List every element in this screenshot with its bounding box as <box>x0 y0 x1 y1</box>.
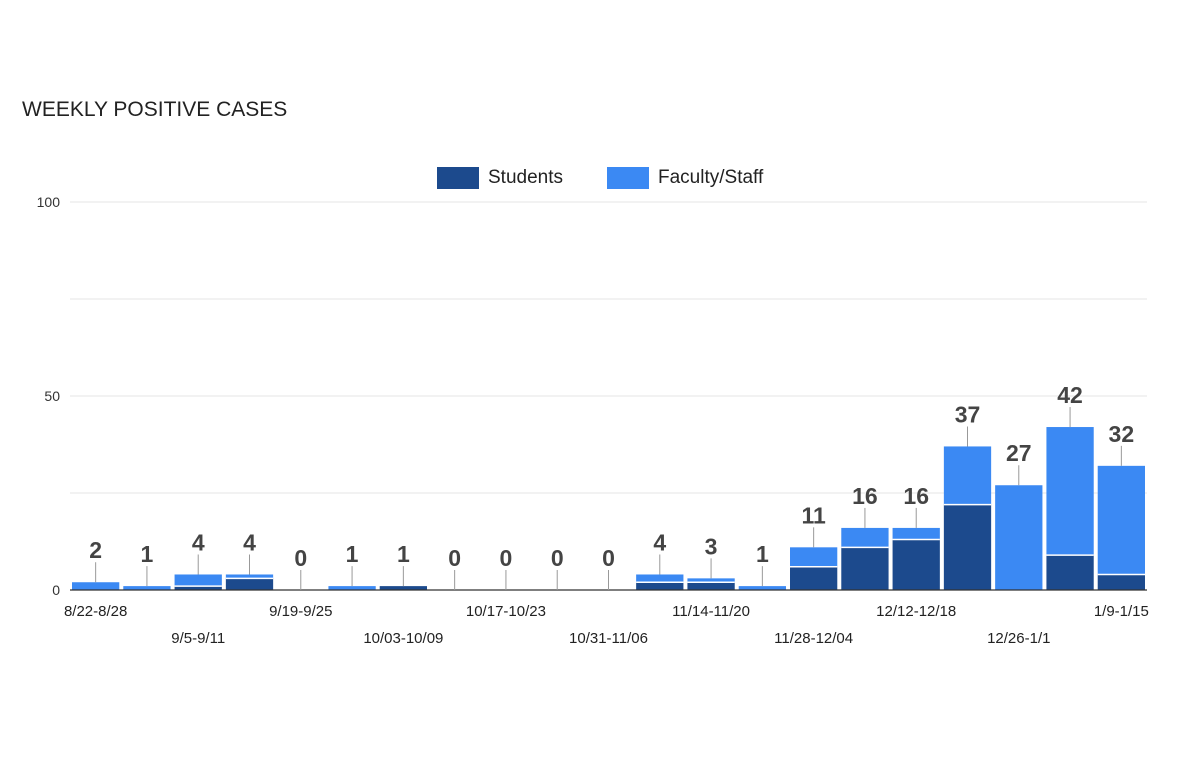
bar-faculty-staff <box>790 547 838 567</box>
x-tick-label: 11/28-12/04 <box>774 630 853 647</box>
x-tick-label: 10/03-10/09 <box>363 630 443 647</box>
data-label: 16 <box>903 483 929 509</box>
legend-swatch-students <box>437 167 479 189</box>
x-tick-label: 9/19-9/25 <box>269 603 332 620</box>
bar-students <box>1097 574 1145 590</box>
bar-faculty-staff <box>995 485 1043 590</box>
legend-item-students[interactable]: Students <box>437 167 563 189</box>
legend-swatch-faculty-staff <box>607 167 649 189</box>
x-tick-label: 10/31-11/06 <box>569 630 648 647</box>
data-label: 1 <box>141 541 154 567</box>
data-label: 0 <box>448 545 461 571</box>
bar-faculty-staff <box>943 446 992 505</box>
data-label: 0 <box>551 545 564 571</box>
y-tick-label: 100 <box>37 194 61 210</box>
bar-students <box>841 547 889 590</box>
x-tick-label: 8/22-8/28 <box>64 603 127 620</box>
y-tick-label: 50 <box>44 388 60 404</box>
data-label: 37 <box>955 401 981 427</box>
data-label: 1 <box>756 541 769 567</box>
bar-students <box>174 586 222 590</box>
bar-faculty-staff <box>174 574 222 587</box>
x-tick-label: 1/9-1/15 <box>1094 603 1149 620</box>
bar-faculty-staff <box>738 586 786 590</box>
data-label: 1 <box>346 541 359 567</box>
bar-faculty-staff <box>636 574 684 583</box>
bar-students <box>790 566 838 590</box>
x-tick-label: 12/12-12/18 <box>876 603 956 620</box>
data-label: 42 <box>1057 382 1083 408</box>
data-label: 1 <box>397 541 410 567</box>
x-tick-label: 11/14-11/20 <box>672 603 750 620</box>
legend-item-faculty-staff[interactable]: Faculty/Staff <box>607 167 763 189</box>
legend: Students Faculty/Staff <box>0 167 1200 193</box>
x-tick-label: 10/17-10/23 <box>466 603 546 620</box>
data-label: 16 <box>852 483 878 509</box>
bar-faculty-staff <box>328 586 376 590</box>
legend-label-students: Students <box>488 167 563 188</box>
bar-faculty-staff <box>687 578 735 583</box>
data-label: 4 <box>243 529 256 555</box>
data-label: 27 <box>1006 440 1032 466</box>
bar-faculty-staff <box>892 527 940 540</box>
bar-students <box>1046 555 1094 590</box>
data-label: 4 <box>653 529 666 555</box>
x-tick-label: 12/26-1/1 <box>987 630 1050 647</box>
bar-students <box>636 582 684 590</box>
bar-students <box>943 504 992 590</box>
bar-students <box>892 539 940 590</box>
bar-faculty-staff <box>123 586 171 590</box>
x-tick-label: 9/5-9/11 <box>171 630 225 647</box>
data-label: 0 <box>294 545 307 571</box>
bar-students <box>379 586 427 590</box>
data-label: 3 <box>705 533 718 559</box>
bar-students <box>225 578 274 590</box>
data-label: 32 <box>1109 421 1135 447</box>
bar-faculty-staff <box>225 574 274 579</box>
bar-students <box>687 582 735 590</box>
bar-faculty-staff <box>1046 427 1094 556</box>
data-label: 0 <box>602 545 615 571</box>
bar-faculty-staff <box>1097 465 1145 575</box>
data-label: 4 <box>192 529 205 555</box>
data-label: 11 <box>801 502 826 528</box>
chart-title: WEEKLY POSITIVE CASES <box>22 98 288 121</box>
y-tick-label: 0 <box>52 582 60 598</box>
legend-label-faculty-staff: Faculty/Staff <box>658 167 764 188</box>
bar-faculty-staff <box>841 527 889 548</box>
data-label: 0 <box>500 545 513 571</box>
bar-faculty-staff <box>72 582 120 590</box>
data-label: 2 <box>89 537 102 563</box>
